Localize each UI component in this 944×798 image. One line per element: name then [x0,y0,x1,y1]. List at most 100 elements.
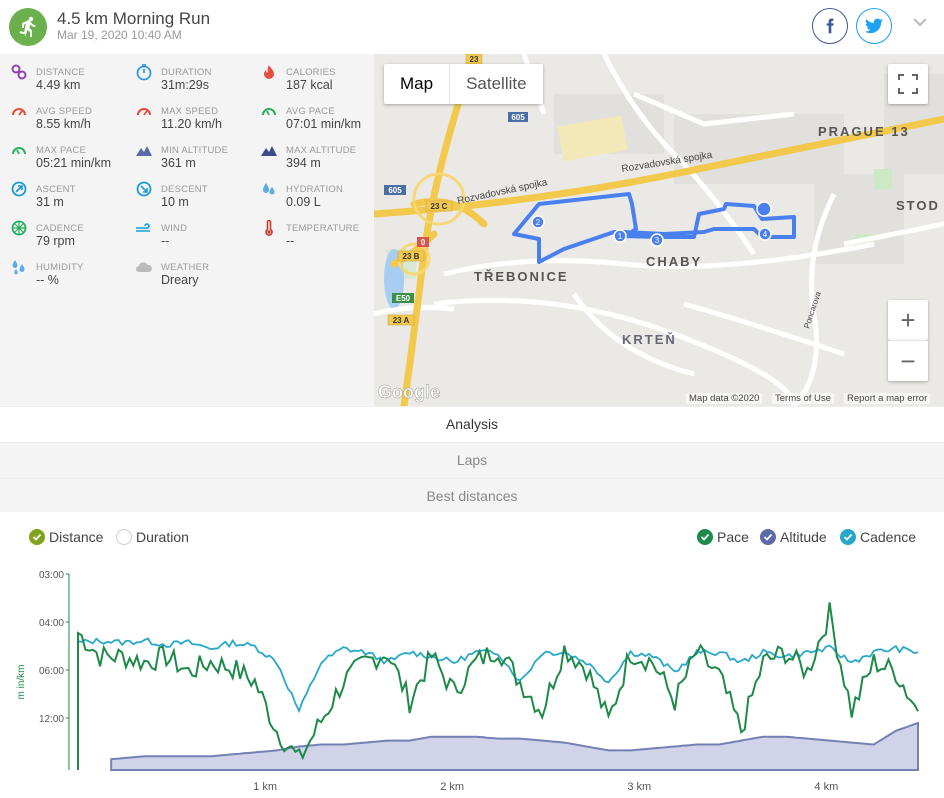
route-markers[interactable]: 2 1 3 4 [531,201,772,247]
twitter-share-button[interactable] [856,8,892,44]
stat-value: 07:01 min/km [286,117,362,131]
stat-value: 0.09 L [286,195,321,209]
map-type-control[interactable]: Map Satellite [384,64,543,104]
map-canvas[interactable]: 2 1 3 4 PRAGUE 13 STOD TŘEBONICE CHABY K… [374,54,944,406]
stat-distance: DISTANCE 4.49 km [0,55,125,92]
zoom-in-button[interactable]: + [888,300,928,340]
stat-wind: WIND -- [125,211,250,248]
stat-descent: DESCENT 10 m [125,172,250,209]
place-label-prague-13: PRAGUE 13 [818,124,910,139]
road-shield-605b: 605 [388,186,402,195]
legend-duration[interactable]: Duration [116,529,189,545]
stat-label: WIND [161,223,188,234]
route-marker-3[interactable]: 3 [655,236,660,245]
stat-label: MAX PACE [36,145,86,156]
stat-label: AVG SPEED [36,106,93,117]
place-label-stod: STOD [896,198,940,213]
stat-hydration: HYDRATION 0.09 L [250,172,375,209]
x-tick-label: 1 km [253,781,277,793]
route-marker-2[interactable]: 2 [536,218,541,227]
stat-label: AVG PACE [286,106,335,117]
tab-laps[interactable]: Laps [0,442,944,478]
stat-label: WEATHER [161,262,210,273]
google-logo: Google [378,382,440,402]
legend-duration-label: Duration [136,529,189,545]
mountain-icon [261,146,277,156]
map-type-map-button[interactable]: Map [384,64,451,104]
stat-label: DURATION [161,67,212,78]
tab-analysis[interactable]: Analysis [0,406,944,442]
map-type-satellite-button[interactable]: Satellite [466,74,527,93]
route-marker-1[interactable]: 1 [618,232,623,241]
flame-icon [264,65,274,79]
legend-distance-label: Distance [49,529,104,545]
checked-circle-icon [29,529,45,545]
legend-pace[interactable]: Pace [697,529,749,545]
fullscreen-icon [898,74,918,94]
checked-circle-icon [760,529,776,545]
twitter-icon [865,18,883,34]
stat-label: CALORIES [286,67,336,78]
report-map-error-link[interactable]: Report a map error [844,393,931,404]
stat-label: MIN ALTITUDE [161,145,229,156]
stat-label: MAX SPEED [161,106,219,117]
humidity-icon [12,260,25,275]
legend-altitude[interactable]: Altitude [760,529,827,545]
stat-value: 31 m [36,195,64,209]
terms-of-use-link[interactable]: Terms of Use [772,393,834,404]
speedometer-icon [12,108,26,116]
place-label-trebonice: TŘEBONICE [474,269,569,284]
legend-cadence-label: Cadence [860,529,917,545]
facebook-share-button[interactable] [812,8,848,44]
chart-plot[interactable]: m in/km 03:00 04:00 06:00 12:00 1 km 2 km 3 k… [0,512,944,798]
speedometer-icon [137,108,151,116]
stat-value: -- [161,234,170,248]
stat-label: ASCENT [36,184,76,195]
checked-circle-icon [697,529,713,545]
stat-value: 4.49 km [36,78,81,92]
analysis-tabs: Analysis Laps Best distances [0,406,944,514]
y-axis-label: m in/km [16,665,27,700]
route-icon [11,64,27,80]
stat-value: -- % [36,273,59,287]
stat-label: TEMPERATURE [286,223,360,234]
stat-calories: CALORIES 187 kcal [250,55,375,92]
stat-value: 8.55 km/h [36,117,91,131]
stat-label: DESCENT [161,184,208,195]
road-shield-23b: 23 B [403,252,420,261]
y-tick-label: 04:00 [39,618,64,629]
pace-gauge-icon [262,108,276,116]
fullscreen-button[interactable] [888,64,928,104]
stat-label: HUMIDITY [36,262,84,273]
unchecked-circle-icon [116,529,132,545]
stat-ascent: ASCENT 31 m [0,172,125,209]
stat-humidity: HUMIDITY -- % [0,250,125,287]
mountain-icon [136,146,152,156]
legend-distance[interactable]: Distance [29,529,103,545]
legend-pace-label: Pace [717,529,749,545]
route-map[interactable]: 2 1 3 4 PRAGUE 13 STOD TŘEBONICE CHABY K… [374,54,944,406]
stat-value: Dreary [161,273,199,287]
legend-cadence[interactable]: Cadence [840,529,916,545]
stat-value: 394 m [286,156,321,170]
route-marker-4[interactable]: 4 [763,230,768,239]
activity-title: 4.5 km Morning Run [57,9,211,28]
stopwatch-icon [136,64,152,81]
stats-panel: DISTANCE 4.49 km DURATION 31m:29s CALORIES 18… [0,54,374,406]
tab-best-distances[interactable]: Best distances [0,478,944,514]
zoom-out-button[interactable]: − [888,340,928,381]
ascent-icon [11,181,27,197]
stat-duration: DURATION 31m:29s [125,55,250,92]
wind-icon [136,223,150,232]
stat-max-altitude: MAX ALTITUDE 394 m [250,133,375,170]
stat-max-speed: MAX SPEED 11.20 km/h [125,94,250,131]
facebook-icon [826,18,834,34]
drops-icon [263,183,275,195]
legend-altitude-label: Altitude [780,529,827,545]
x-tick-label: 4 km [814,781,838,793]
chevron-down-icon[interactable] [912,14,928,30]
stat-temperature: TEMPERATURE -- [250,211,375,248]
road-shield-605a: 605 [511,113,525,122]
cadence-series [77,637,919,770]
stat-value: 05:21 min/km [36,156,112,170]
